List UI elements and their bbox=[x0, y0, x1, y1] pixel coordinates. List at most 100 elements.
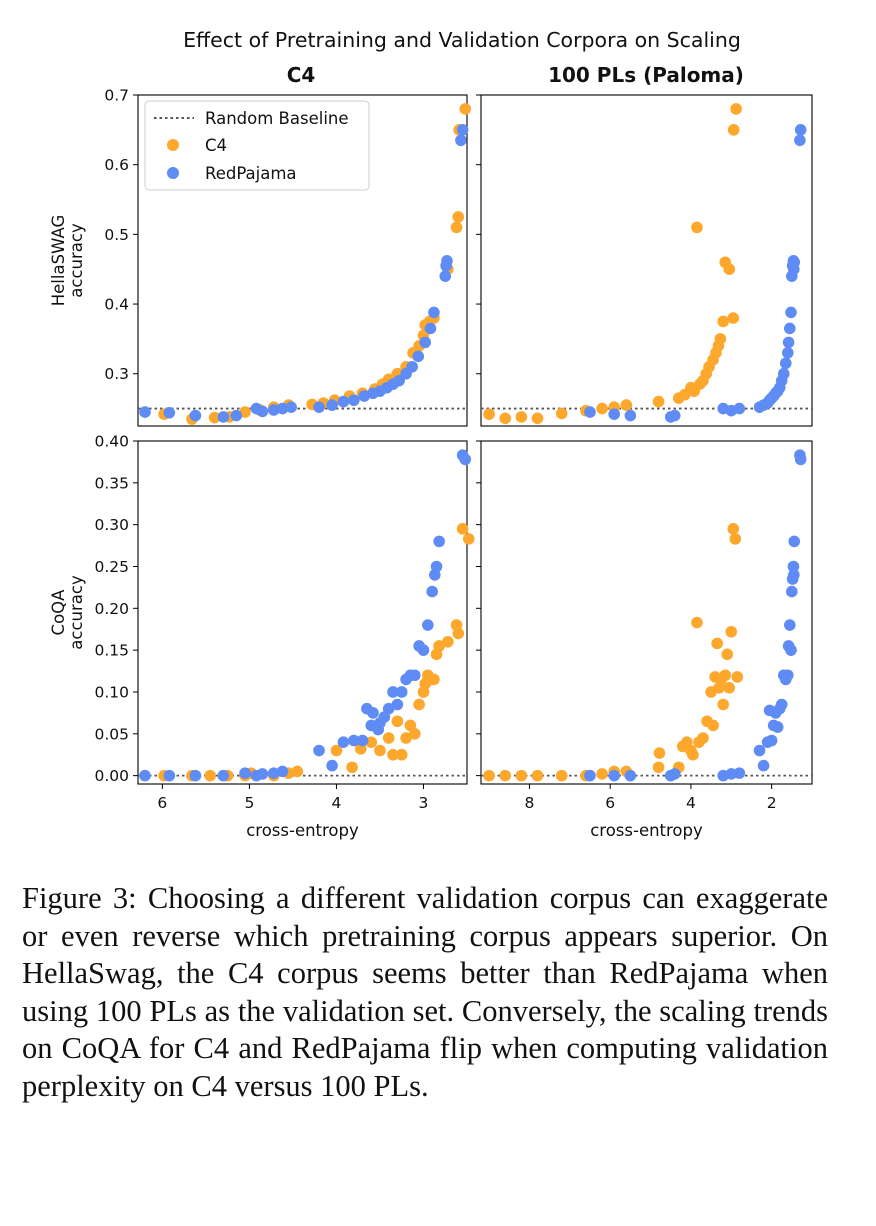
redpajama-point bbox=[788, 569, 800, 581]
legend-frame bbox=[144, 100, 370, 191]
c4-point bbox=[462, 533, 475, 545]
x-tick-label: 2 bbox=[767, 794, 777, 812]
redpajama-point bbox=[733, 402, 746, 415]
redpajama-point bbox=[459, 453, 472, 466]
y-tick-label: 0.10 bbox=[94, 683, 129, 701]
c4-point bbox=[391, 715, 404, 728]
redpajama-point bbox=[189, 769, 202, 782]
redpajama-point bbox=[391, 698, 404, 711]
redpajama-point bbox=[794, 453, 807, 466]
c4-point bbox=[730, 103, 742, 115]
y-tick-label: 0.40 bbox=[94, 433, 129, 451]
redpajama-point bbox=[775, 698, 788, 711]
c4-point bbox=[729, 533, 742, 545]
redpajama-point bbox=[217, 769, 230, 782]
x-tick-label: 8 bbox=[525, 794, 535, 812]
axes-frame bbox=[137, 440, 468, 785]
redpajama-point bbox=[439, 270, 452, 282]
redpajama-point bbox=[771, 721, 784, 733]
c4-point bbox=[400, 732, 412, 744]
redpajama-point bbox=[367, 707, 379, 719]
c4-point bbox=[711, 637, 723, 650]
redpajama-point bbox=[348, 734, 360, 747]
redpajama-point bbox=[783, 322, 796, 335]
c4-point bbox=[499, 412, 512, 425]
redpajama-point bbox=[608, 408, 621, 420]
c4-point bbox=[723, 263, 736, 276]
redpajama-point bbox=[267, 404, 280, 416]
c4-point bbox=[697, 732, 709, 744]
c4-point bbox=[723, 681, 736, 694]
c4-point bbox=[691, 616, 703, 629]
redpajama-point bbox=[326, 759, 338, 772]
redpajama-point bbox=[256, 405, 269, 418]
redpajama-point bbox=[422, 619, 434, 631]
x-tick-label: 6 bbox=[605, 794, 615, 812]
legend-redpajama-swatch bbox=[167, 167, 179, 179]
redpajama-point bbox=[163, 769, 176, 782]
x-tick-label: 6 bbox=[157, 794, 167, 812]
y-tick-label: 0.05 bbox=[94, 725, 129, 743]
redpajama-point bbox=[777, 367, 790, 380]
y-axis-label: HellaSWAGaccuracy bbox=[49, 215, 86, 307]
redpajama-point bbox=[337, 736, 350, 748]
y-tick-label: 0.15 bbox=[94, 642, 129, 660]
redpajama-point bbox=[794, 134, 806, 147]
redpajama-point bbox=[239, 767, 251, 779]
c4-point bbox=[531, 769, 544, 782]
redpajama-point bbox=[395, 686, 408, 698]
redpajama-point bbox=[757, 759, 770, 772]
x-tick-label: 3 bbox=[419, 794, 429, 812]
redpajama-point bbox=[189, 409, 202, 422]
y-tick-label: 0.6 bbox=[104, 156, 129, 174]
c4-point bbox=[727, 312, 740, 324]
c4-point bbox=[365, 736, 378, 748]
legend-c4-swatch bbox=[167, 139, 179, 151]
redpajama-point bbox=[230, 409, 243, 422]
c4-point bbox=[652, 395, 665, 408]
c4-point bbox=[456, 523, 469, 535]
redpajama-point bbox=[356, 734, 369, 747]
redpajama-point bbox=[217, 411, 230, 423]
x-axis-label: cross-entropy bbox=[590, 821, 703, 840]
redpajama-point bbox=[733, 767, 746, 779]
figure-suptitle: Effect of Pretraining and Validation Cor… bbox=[183, 28, 741, 52]
c4-point bbox=[555, 769, 568, 782]
redpajama-point bbox=[163, 406, 176, 419]
redpajama-point bbox=[668, 768, 681, 780]
legend-redpajama-label: RedPajama bbox=[205, 164, 297, 183]
redpajama-point bbox=[668, 409, 681, 422]
y-tick-label: 0.35 bbox=[94, 474, 129, 492]
redpajama-point bbox=[786, 585, 798, 598]
redpajama-point bbox=[584, 769, 596, 782]
y-tick-label: 0.00 bbox=[94, 767, 129, 785]
c4-point bbox=[653, 747, 666, 759]
redpajama-point bbox=[781, 347, 794, 359]
c4-point bbox=[442, 635, 454, 648]
redpajama-point bbox=[788, 256, 801, 269]
redpajama-point bbox=[781, 669, 794, 682]
redpajama-point bbox=[387, 686, 399, 698]
redpajama-point bbox=[788, 535, 801, 548]
redpajama-point bbox=[624, 769, 637, 782]
c4-point bbox=[717, 698, 729, 711]
redpajama-point bbox=[428, 306, 440, 319]
redpajama-point bbox=[313, 744, 325, 757]
c4-point bbox=[721, 648, 734, 661]
redpajama-point bbox=[406, 360, 418, 373]
panel-title-paloma: 100 PLs (Paloma) bbox=[548, 63, 744, 87]
c4-point bbox=[204, 769, 217, 782]
panel-title-c4: C4 bbox=[287, 63, 316, 87]
redpajama-point bbox=[348, 394, 360, 407]
axes-frame bbox=[480, 440, 813, 785]
c4-point bbox=[687, 748, 699, 761]
c4-point bbox=[531, 412, 544, 425]
redpajama-point bbox=[256, 768, 269, 780]
redpajama-point bbox=[794, 124, 807, 136]
c4-point bbox=[719, 669, 732, 682]
figure: Effect of Pretraining and Validation Cor… bbox=[49, 28, 813, 840]
c4-point bbox=[727, 124, 740, 136]
c4-point bbox=[596, 768, 608, 780]
redpajama-point bbox=[285, 401, 297, 413]
redpajama-point bbox=[456, 124, 469, 136]
